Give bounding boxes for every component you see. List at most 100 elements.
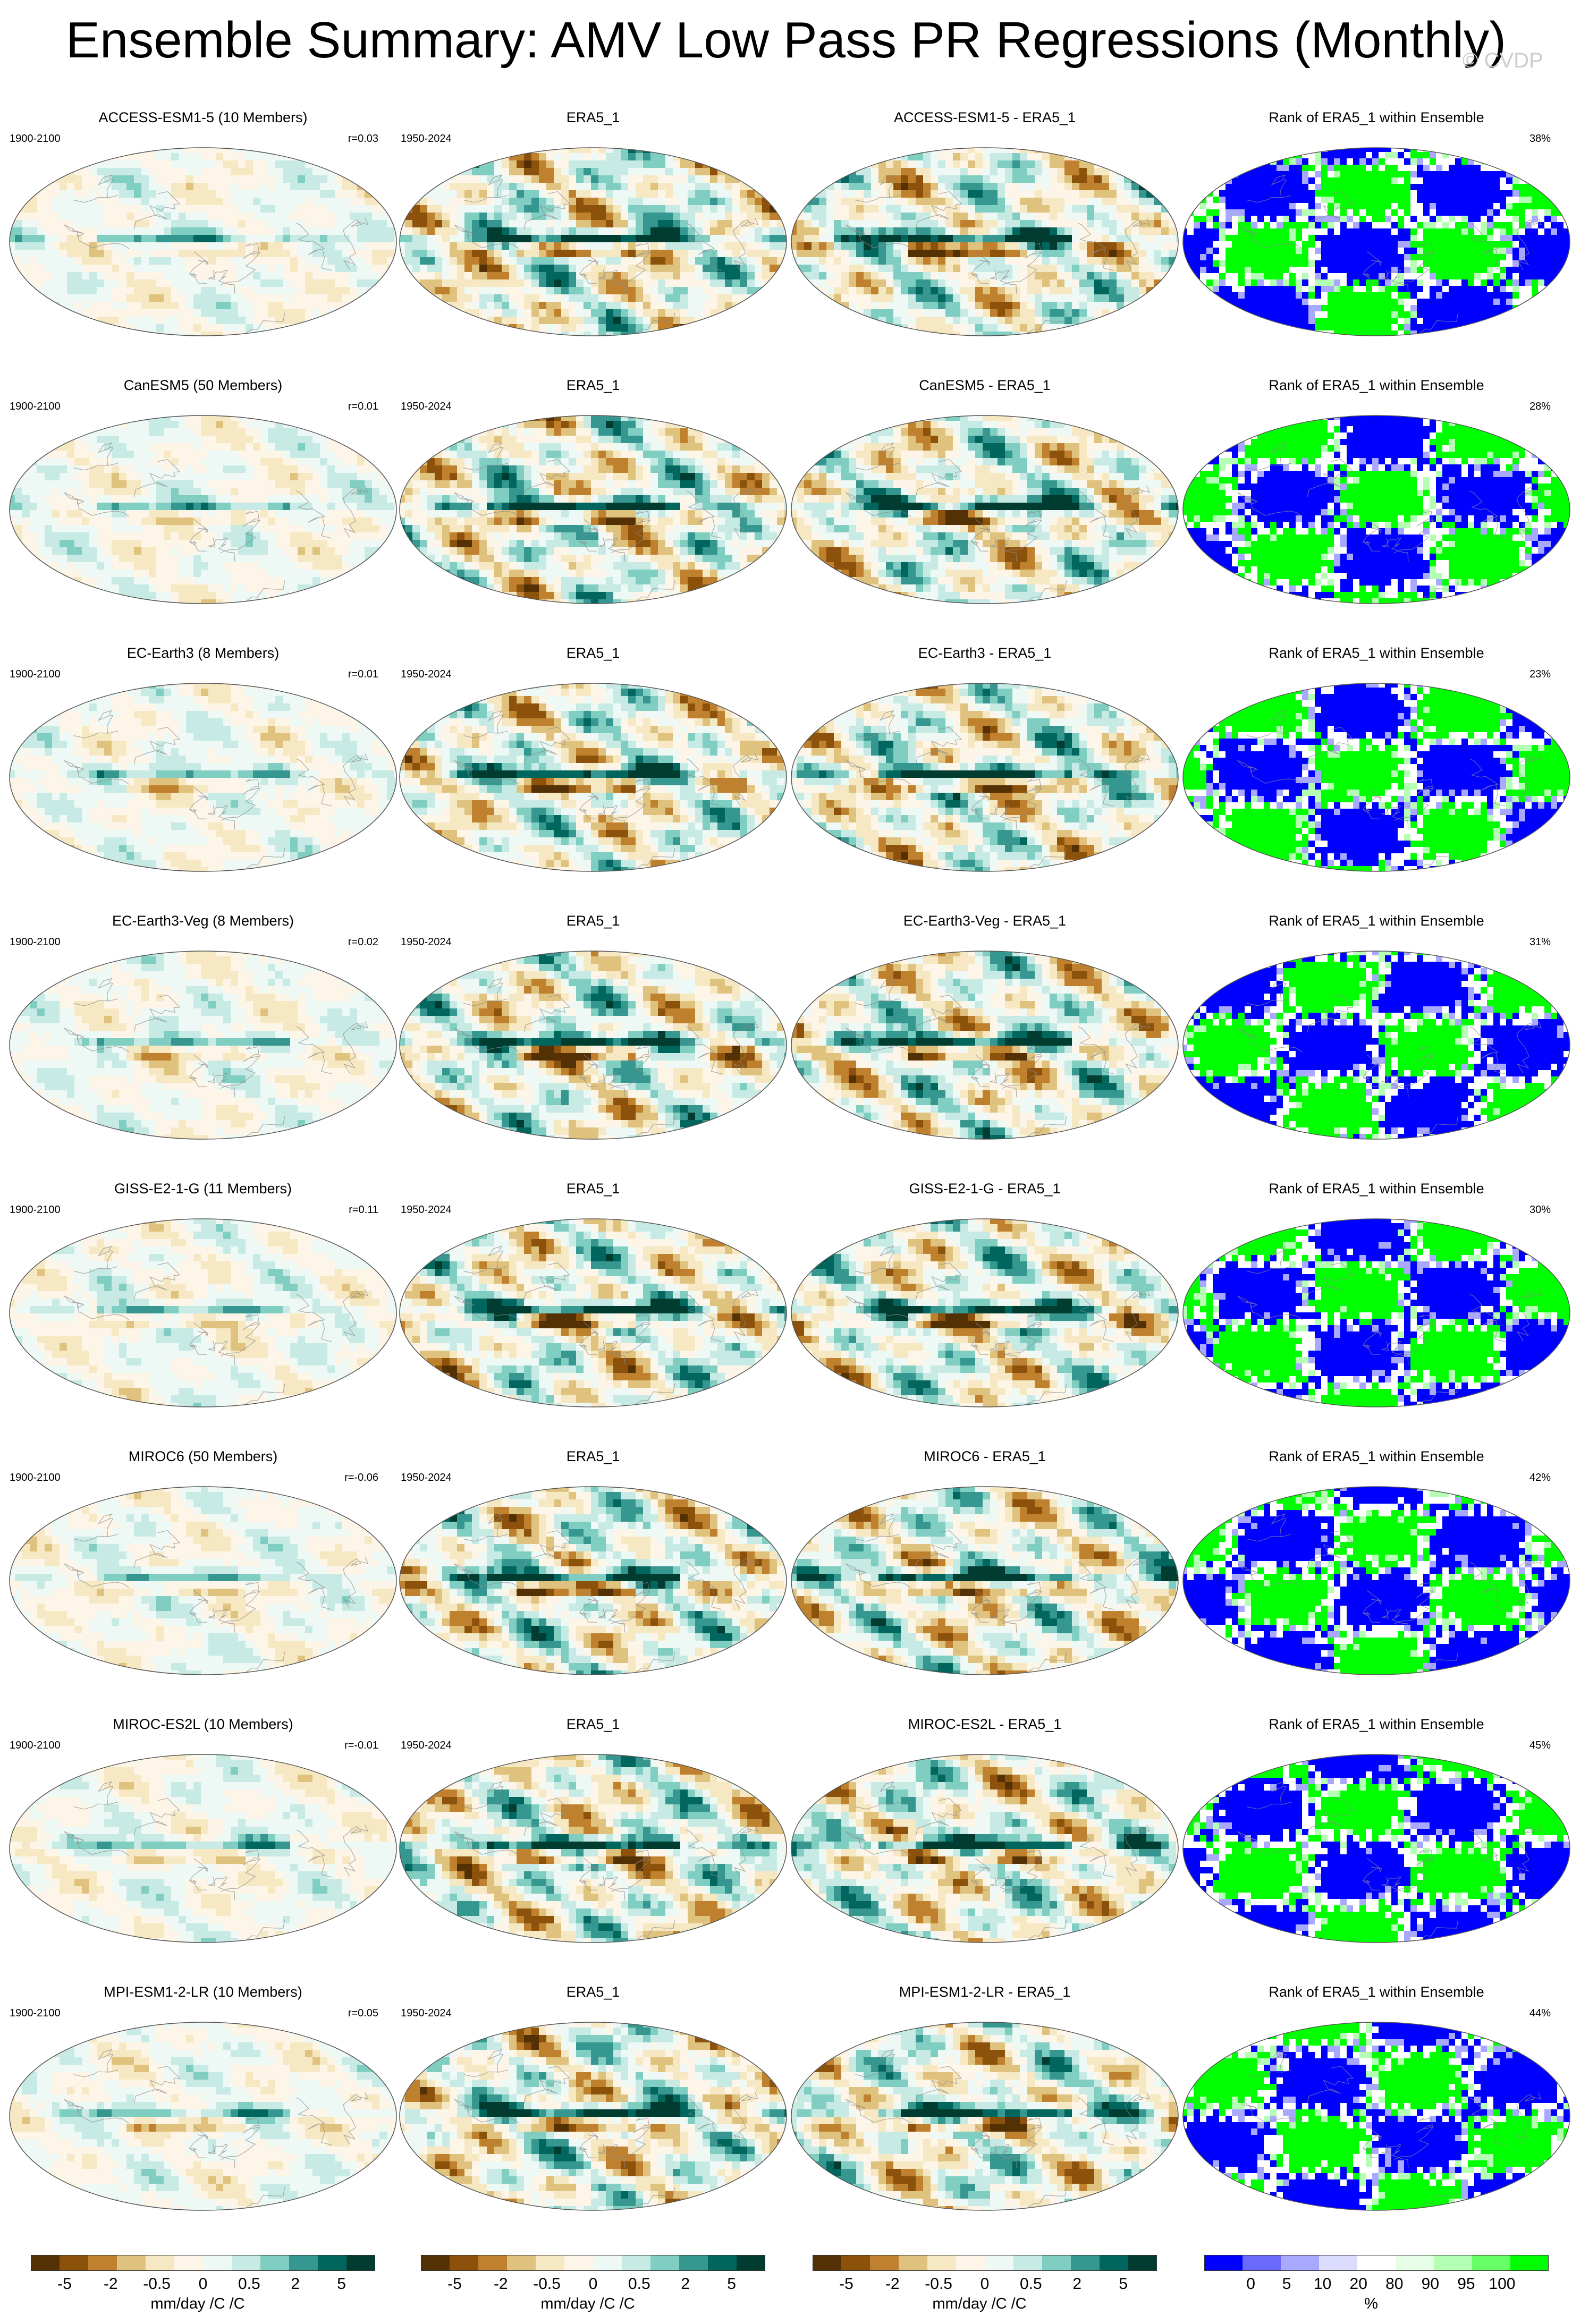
diff-panel-title: ACCESS-ESM1-5 - ERA5_1 bbox=[894, 109, 1076, 126]
colorbar bbox=[813, 2255, 1157, 2271]
colorbar-tick-label: 0 bbox=[589, 2275, 598, 2293]
colorbar-tick-label: -2 bbox=[104, 2275, 118, 2293]
colorbar-tick-label: 2 bbox=[1072, 2275, 1081, 2293]
colorbar-tick-label: -2 bbox=[494, 2275, 508, 2293]
obs-period-label: 1950-2024 bbox=[401, 1472, 452, 1484]
rank-map bbox=[1182, 147, 1570, 336]
colorbar-swatch bbox=[1472, 2255, 1511, 2271]
obs-panel-title: ERA5_1 bbox=[567, 109, 620, 126]
colorbar-swatch bbox=[289, 2255, 318, 2271]
diff-panel-title: MPI-ESM1-2-LR - ERA5_1 bbox=[899, 1984, 1071, 2000]
colorbar-unit-label: mm/day /C /C bbox=[932, 2295, 1026, 2313]
colorbar-swatch bbox=[985, 2255, 1014, 2271]
regression-map bbox=[399, 2022, 787, 2211]
rank-map bbox=[1182, 1754, 1570, 1943]
colorbar-swatch bbox=[679, 2255, 708, 2271]
regression-map bbox=[791, 2022, 1179, 2211]
diff-panel-title: MIROC-ES2L - ERA5_1 bbox=[908, 1716, 1062, 1733]
colorbar-unit-label: mm/day /C /C bbox=[540, 2295, 635, 2313]
colorbar-swatch bbox=[60, 2255, 89, 2271]
colorbar-unit-label: mm/day /C /C bbox=[150, 2295, 244, 2313]
colorbar bbox=[1204, 2255, 1549, 2271]
model-panel-title: CanESM5 (50 Members) bbox=[124, 377, 283, 394]
pattern-correlation-label: r=0.03 bbox=[348, 133, 378, 145]
regression-map bbox=[399, 1754, 787, 1943]
rank-map bbox=[1182, 415, 1570, 604]
regression-map bbox=[791, 951, 1179, 1140]
regression-map bbox=[791, 415, 1179, 604]
regression-map bbox=[9, 951, 397, 1140]
rank-panel-title: Rank of ERA5_1 within Ensemble bbox=[1269, 377, 1484, 394]
model-period-label: 1900-2100 bbox=[10, 1740, 61, 1752]
colorbar-tick-label: 20 bbox=[1350, 2275, 1367, 2293]
rank-percent-label: 31% bbox=[1529, 936, 1551, 948]
rank-percent-label: 44% bbox=[1529, 2007, 1551, 2020]
colorbar-tick-label: -5 bbox=[57, 2275, 72, 2293]
rank-percent-label: 30% bbox=[1529, 1204, 1551, 1216]
regression-map bbox=[9, 1486, 397, 1675]
regression-map bbox=[399, 951, 787, 1140]
colorbar-swatch bbox=[1357, 2255, 1396, 2271]
obs-panel-title: ERA5_1 bbox=[567, 1716, 620, 1733]
pattern-correlation-label: r=0.11 bbox=[349, 1204, 378, 1216]
obs-period-label: 1950-2024 bbox=[401, 133, 452, 145]
pattern-correlation-label: r=-0.01 bbox=[344, 1740, 378, 1752]
colorbar-swatch bbox=[1204, 2255, 1243, 2271]
rank-panel-title: Rank of ERA5_1 within Ensemble bbox=[1269, 1984, 1484, 2000]
regression-map bbox=[9, 415, 397, 604]
colorbar-tick-label: 100 bbox=[1489, 2275, 1515, 2293]
colorbar-swatch bbox=[708, 2255, 737, 2271]
colorbar-tick-label: 0 bbox=[199, 2275, 208, 2293]
model-period-label: 1900-2100 bbox=[10, 2007, 61, 2020]
diff-panel-title: EC-Earth3 - ERA5_1 bbox=[918, 645, 1052, 661]
rank-panel-title: Rank of ERA5_1 within Ensemble bbox=[1269, 1716, 1484, 1733]
obs-panel-title: ERA5_1 bbox=[567, 913, 620, 929]
model-panel-title: MIROC6 (50 Members) bbox=[129, 1448, 278, 1465]
colorbar-swatch bbox=[813, 2255, 842, 2271]
colorbar-swatch bbox=[260, 2255, 290, 2271]
colorbar-tick-label: 2 bbox=[681, 2275, 690, 2293]
colorbar-tick-label: 80 bbox=[1385, 2275, 1403, 2293]
regression-map bbox=[9, 683, 397, 872]
colorbar-swatch bbox=[1042, 2255, 1071, 2271]
rank-panel-title: Rank of ERA5_1 within Ensemble bbox=[1269, 645, 1484, 661]
diff-panel-title: CanESM5 - ERA5_1 bbox=[919, 377, 1051, 394]
obs-period-label: 1950-2024 bbox=[401, 668, 452, 681]
colorbar-swatch bbox=[318, 2255, 347, 2271]
regression-map bbox=[399, 1486, 787, 1675]
model-panel-title: ACCESS-ESM1-5 (10 Members) bbox=[98, 109, 307, 126]
obs-period-label: 1950-2024 bbox=[401, 401, 452, 413]
diff-panel-title: MIROC6 - ERA5_1 bbox=[924, 1448, 1046, 1465]
rank-panel-title: Rank of ERA5_1 within Ensemble bbox=[1269, 1181, 1484, 1197]
colorbar-swatch bbox=[927, 2255, 957, 2271]
colorbar bbox=[421, 2255, 765, 2271]
regression-map bbox=[9, 1218, 397, 1407]
colorbar-tick-label: -5 bbox=[839, 2275, 853, 2293]
rank-percent-label: 23% bbox=[1529, 668, 1551, 681]
colorbar-swatch bbox=[232, 2255, 261, 2271]
obs-period-label: 1950-2024 bbox=[401, 1740, 452, 1752]
colorbar-swatch bbox=[1100, 2255, 1129, 2271]
rank-panel-title: Rank of ERA5_1 within Ensemble bbox=[1269, 1448, 1484, 1465]
obs-panel-title: ERA5_1 bbox=[567, 1181, 620, 1197]
colorbar-swatch bbox=[1071, 2255, 1100, 2271]
rank-panel-title: Rank of ERA5_1 within Ensemble bbox=[1269, 913, 1484, 929]
colorbar-swatch bbox=[346, 2255, 375, 2271]
colorbar-tick-label: 95 bbox=[1457, 2275, 1475, 2293]
model-period-label: 1900-2100 bbox=[10, 1204, 61, 1216]
regression-map bbox=[791, 683, 1179, 872]
obs-period-label: 1950-2024 bbox=[401, 936, 452, 948]
colorbar-swatch bbox=[1319, 2255, 1358, 2271]
model-period-label: 1900-2100 bbox=[10, 668, 61, 681]
colorbar-swatch bbox=[1128, 2255, 1157, 2271]
colorbar-tick-label: 90 bbox=[1422, 2275, 1439, 2293]
diff-panel-title: GISS-E2-1-G - ERA5_1 bbox=[909, 1181, 1060, 1197]
obs-panel-title: ERA5_1 bbox=[567, 1984, 620, 2000]
colorbar-swatch bbox=[146, 2255, 175, 2271]
colorbar-swatch bbox=[593, 2255, 622, 2271]
colorbar-swatch bbox=[622, 2255, 651, 2271]
colorbar-unit-label: % bbox=[1364, 2295, 1378, 2313]
watermark: © CVDP bbox=[1463, 49, 1543, 73]
obs-period-label: 1950-2024 bbox=[401, 1204, 452, 1216]
colorbar-swatch bbox=[1510, 2255, 1549, 2271]
